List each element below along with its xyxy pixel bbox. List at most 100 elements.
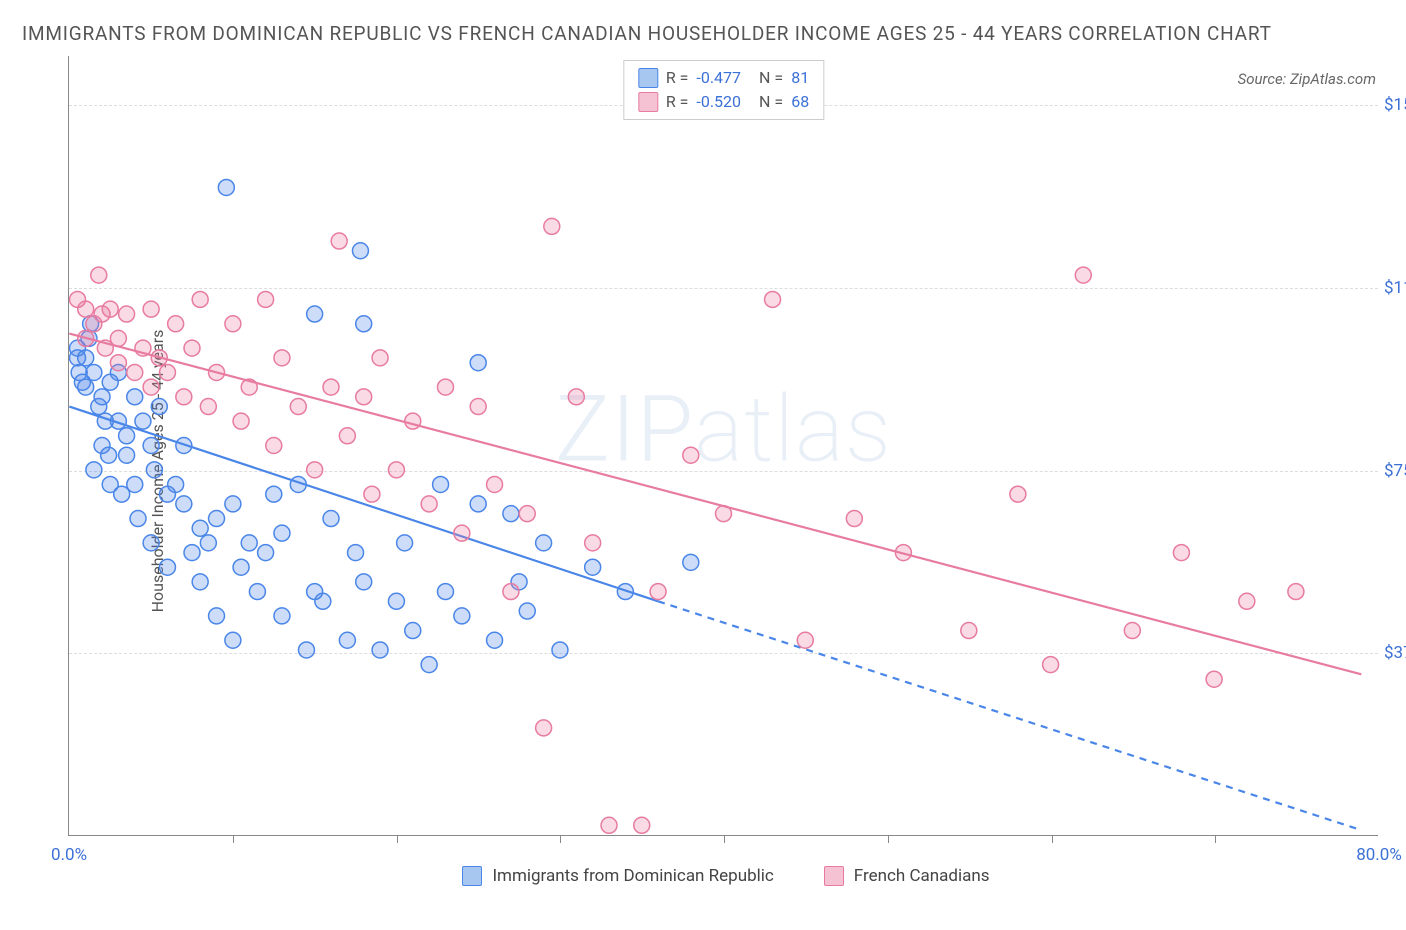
y-tick-label: $150,000 bbox=[1384, 95, 1406, 115]
data-point bbox=[233, 560, 249, 576]
legend-series-name: French Canadians bbox=[854, 866, 990, 886]
data-point bbox=[470, 399, 486, 415]
data-point bbox=[159, 560, 175, 576]
data-point bbox=[372, 642, 388, 658]
x-tick bbox=[888, 835, 889, 843]
data-point bbox=[519, 506, 535, 522]
data-point bbox=[143, 535, 159, 551]
data-point bbox=[388, 594, 404, 610]
data-point bbox=[352, 243, 368, 259]
data-point bbox=[225, 316, 241, 332]
data-point bbox=[1075, 267, 1091, 283]
legend-swatch bbox=[462, 866, 482, 886]
y-tick-label: $112,500 bbox=[1384, 278, 1406, 298]
data-point bbox=[218, 180, 234, 196]
data-point bbox=[168, 316, 184, 332]
data-point bbox=[200, 399, 216, 415]
data-point bbox=[127, 389, 143, 405]
data-point bbox=[331, 233, 347, 249]
data-point bbox=[1043, 657, 1059, 673]
data-point bbox=[1010, 486, 1026, 502]
plot-area: ZIPatlas R =-0.477N =81R =-0.520N =68 $3… bbox=[68, 56, 1378, 836]
data-point bbox=[290, 399, 306, 415]
legend-series-name: Immigrants from Dominican Republic bbox=[492, 866, 773, 886]
data-point bbox=[1288, 584, 1304, 600]
data-point bbox=[241, 535, 257, 551]
data-point bbox=[307, 462, 323, 478]
data-point bbox=[552, 642, 568, 658]
data-point bbox=[421, 496, 437, 512]
x-tick bbox=[1215, 835, 1216, 843]
data-point bbox=[274, 608, 290, 624]
legend-row: R =-0.477N =81 bbox=[638, 66, 809, 90]
x-tick bbox=[1052, 835, 1053, 843]
legend-swatch bbox=[638, 68, 658, 88]
data-point bbox=[356, 316, 372, 332]
data-point bbox=[323, 511, 339, 527]
y-tick-label: $75,000 bbox=[1384, 461, 1406, 481]
data-point bbox=[127, 477, 143, 493]
data-point bbox=[683, 448, 699, 464]
legend-item: French Canadians bbox=[824, 866, 990, 886]
data-point bbox=[454, 525, 470, 541]
data-point bbox=[339, 428, 355, 444]
data-point bbox=[437, 379, 453, 395]
data-point bbox=[91, 267, 107, 283]
data-point bbox=[151, 399, 167, 415]
data-point bbox=[601, 818, 617, 834]
data-point bbox=[1206, 672, 1222, 688]
data-point bbox=[274, 350, 290, 366]
data-point bbox=[421, 657, 437, 673]
legend-r-label: R = bbox=[666, 90, 689, 114]
chart-container: Householder Income Ages 25 - 44 years ZI… bbox=[22, 56, 1384, 886]
data-point bbox=[119, 448, 135, 464]
scatter-overlay bbox=[69, 56, 1378, 835]
data-point bbox=[1124, 623, 1140, 639]
data-point bbox=[86, 365, 102, 381]
data-point bbox=[184, 545, 200, 561]
data-point bbox=[209, 511, 225, 527]
chart-title: IMMIGRANTS FROM DOMINICAN REPUBLIC VS FR… bbox=[22, 18, 1384, 50]
data-point bbox=[249, 584, 265, 600]
data-point bbox=[143, 301, 159, 317]
data-point bbox=[846, 511, 862, 527]
series-legend: Immigrants from Dominican Republic French… bbox=[68, 866, 1384, 886]
legend-swatch bbox=[638, 92, 658, 112]
data-point bbox=[397, 535, 413, 551]
correlation-legend: R =-0.477N =81R =-0.520N =68 bbox=[623, 60, 824, 120]
data-point bbox=[184, 340, 200, 356]
data-point bbox=[200, 535, 216, 551]
data-point bbox=[127, 365, 143, 381]
data-point bbox=[405, 413, 421, 429]
legend-n-value: 68 bbox=[791, 90, 809, 114]
data-point bbox=[78, 350, 94, 366]
data-point bbox=[388, 462, 404, 478]
data-point bbox=[487, 477, 503, 493]
legend-r-label: R = bbox=[666, 66, 689, 90]
data-point bbox=[470, 355, 486, 371]
data-point bbox=[585, 560, 601, 576]
legend-n-label: N = bbox=[759, 66, 783, 90]
data-point bbox=[119, 306, 135, 322]
data-point bbox=[315, 594, 331, 610]
data-point bbox=[78, 379, 94, 395]
data-point bbox=[1239, 594, 1255, 610]
data-point bbox=[225, 496, 241, 512]
data-point bbox=[1173, 545, 1189, 561]
data-point bbox=[454, 608, 470, 624]
trend-line bbox=[69, 407, 658, 602]
legend-row: R =-0.520N =68 bbox=[638, 90, 809, 114]
data-point bbox=[536, 535, 552, 551]
data-point bbox=[119, 428, 135, 444]
data-point bbox=[519, 603, 535, 619]
data-point bbox=[405, 623, 421, 639]
data-point bbox=[437, 584, 453, 600]
data-point bbox=[266, 486, 282, 502]
data-point bbox=[372, 350, 388, 366]
data-point bbox=[110, 355, 126, 371]
data-point bbox=[356, 574, 372, 590]
data-point bbox=[356, 389, 372, 405]
data-point bbox=[797, 633, 813, 649]
data-point bbox=[503, 506, 519, 522]
data-point bbox=[634, 818, 650, 834]
